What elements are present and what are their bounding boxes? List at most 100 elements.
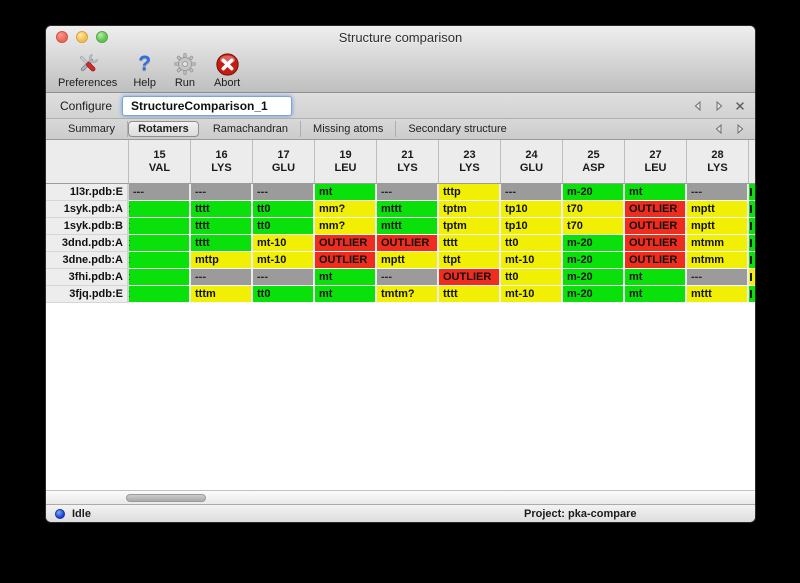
scrollbar-thumb[interactable] bbox=[126, 494, 206, 502]
rotamer-cell[interactable]: tt0 bbox=[253, 286, 315, 303]
configure-name-input[interactable] bbox=[122, 95, 293, 116]
rotamer-cell[interactable]: t70 bbox=[563, 218, 625, 235]
tab-summary[interactable]: Summary bbox=[56, 121, 129, 137]
rotamer-cell[interactable]: m-20 bbox=[563, 235, 625, 252]
rotamer-cell[interactable]: mtmm bbox=[687, 235, 749, 252]
rotamer-cell[interactable]: t bbox=[129, 235, 191, 252]
rotamer-cell[interactable]: tttp bbox=[439, 184, 501, 201]
rotamer-cell[interactable]: mt bbox=[625, 269, 687, 286]
help-button[interactable]: ? Help bbox=[133, 51, 156, 89]
rotamer-cell[interactable]: --- bbox=[377, 184, 439, 201]
next-tab-button[interactable] bbox=[733, 122, 747, 136]
rotamer-cell[interactable]: mt-10 bbox=[253, 252, 315, 269]
rotamer-cell-partial[interactable] bbox=[749, 184, 755, 201]
rotamer-cell-partial[interactable] bbox=[749, 252, 755, 269]
rotamer-cell[interactable]: m-20 bbox=[563, 286, 625, 303]
rotamer-cell[interactable]: OUTLIER bbox=[377, 235, 439, 252]
rotamer-cell[interactable]: tt0 bbox=[253, 201, 315, 218]
rotamer-cell[interactable]: OUTLIER bbox=[625, 252, 687, 269]
rotamer-cell[interactable]: t bbox=[129, 201, 191, 218]
rotamer-cell[interactable]: mm? bbox=[315, 218, 377, 235]
tab-missing-atoms[interactable]: Missing atoms bbox=[301, 121, 397, 137]
rotamer-cell[interactable]: OUTLIER bbox=[625, 201, 687, 218]
rotamer-cell[interactable]: tptm bbox=[439, 201, 501, 218]
rotamer-cell[interactable]: tttt bbox=[439, 235, 501, 252]
rotamer-table: 15 VAL 16 LYS 17 GLU 19 LEU 21 LYS 23 LYS 24 GLU 25 ASP… bbox=[46, 140, 755, 303]
zoom-window-button[interactable] bbox=[96, 31, 108, 43]
rotamer-cell[interactable]: tt0 bbox=[501, 269, 563, 286]
rotamer-cell[interactable]: mttt bbox=[377, 201, 439, 218]
rotamer-cell[interactable]: m-20 bbox=[563, 252, 625, 269]
rotamer-cell[interactable]: OUTLIER bbox=[439, 269, 501, 286]
horizontal-scrollbar[interactable] bbox=[46, 490, 755, 504]
rotamer-cell[interactable]: --- bbox=[191, 184, 253, 201]
rotamer-cell[interactable]: --- bbox=[253, 184, 315, 201]
rotamer-cell[interactable]: --- bbox=[253, 269, 315, 286]
rotamer-cell[interactable]: mt-10 bbox=[253, 235, 315, 252]
abort-button[interactable]: Abort bbox=[214, 51, 240, 89]
minimize-window-button[interactable] bbox=[76, 31, 88, 43]
rotamer-cell[interactable]: t70 bbox=[563, 201, 625, 218]
rotamer-cell[interactable]: tp10 bbox=[501, 201, 563, 218]
rotamer-cell[interactable]: OUTLIER bbox=[315, 252, 377, 269]
rotamer-cell[interactable]: t bbox=[129, 269, 191, 286]
rotamer-cell-partial[interactable] bbox=[749, 218, 755, 235]
rotamer-cell[interactable]: tttt bbox=[439, 286, 501, 303]
rotamer-cell[interactable]: mt bbox=[315, 269, 377, 286]
rotamer-cell[interactable]: OUTLIER bbox=[315, 235, 377, 252]
rotamer-cell[interactable]: mttt bbox=[377, 218, 439, 235]
rotamer-cell[interactable]: m-20 bbox=[563, 269, 625, 286]
rotamer-cell[interactable]: tmtm? bbox=[377, 286, 439, 303]
previous-configuration-button[interactable] bbox=[691, 99, 705, 113]
rotamer-cell[interactable]: tptm bbox=[439, 218, 501, 235]
rotamer-cell[interactable]: --- bbox=[501, 184, 563, 201]
next-configuration-button[interactable] bbox=[712, 99, 726, 113]
rotamer-cell[interactable]: mptt bbox=[687, 218, 749, 235]
rotamer-cell[interactable]: OUTLIER bbox=[625, 218, 687, 235]
rotamer-cell[interactable]: mt bbox=[315, 286, 377, 303]
tab-ramachandran[interactable]: Ramachandran bbox=[201, 121, 302, 137]
rotamer-cell[interactable]: mt-10 bbox=[501, 252, 563, 269]
rotamer-cell[interactable]: mttp bbox=[191, 252, 253, 269]
rotamer-cell-partial[interactable] bbox=[749, 235, 755, 252]
rotamer-cell[interactable]: m-20 bbox=[563, 184, 625, 201]
rotamer-cell[interactable]: tp10 bbox=[501, 218, 563, 235]
tools-icon bbox=[75, 51, 101, 77]
rotamer-cell[interactable]: tt0 bbox=[501, 235, 563, 252]
rotamer-cell[interactable]: tttm bbox=[191, 286, 253, 303]
rotamer-cell[interactable]: mt bbox=[315, 184, 377, 201]
rotamer-cell[interactable]: tttt bbox=[191, 218, 253, 235]
tab-secondary-structure[interactable]: Secondary structure bbox=[408, 123, 507, 135]
rotamer-cell[interactable]: t bbox=[129, 218, 191, 235]
rotamer-cell[interactable]: tttt bbox=[191, 235, 253, 252]
run-button[interactable]: Run bbox=[172, 51, 198, 89]
rotamer-cell[interactable]: --- bbox=[687, 184, 749, 201]
preferences-button[interactable]: Preferences bbox=[58, 51, 117, 89]
rotamer-cell-partial[interactable] bbox=[749, 286, 755, 303]
rotamer-cell[interactable]: mttt bbox=[687, 286, 749, 303]
rotamer-cell-partial[interactable] bbox=[749, 269, 755, 286]
rotamer-cell[interactable]: mptt bbox=[687, 201, 749, 218]
previous-tab-button[interactable] bbox=[712, 122, 726, 136]
rotamer-cell[interactable]: --- bbox=[191, 269, 253, 286]
close-window-button[interactable] bbox=[56, 31, 68, 43]
status-indicator-icon bbox=[55, 508, 65, 519]
tab-rotamers[interactable]: Rotamers bbox=[128, 121, 199, 137]
rotamer-cell[interactable]: tttt bbox=[191, 201, 253, 218]
rotamer-cell[interactable]: --- bbox=[377, 269, 439, 286]
rotamer-cell[interactable]: tt0 bbox=[253, 218, 315, 235]
rotamer-cell[interactable]: t bbox=[129, 252, 191, 269]
rotamer-cell[interactable]: mm? bbox=[315, 201, 377, 218]
rotamer-cell[interactable]: mt-10 bbox=[501, 286, 563, 303]
rotamer-cell[interactable]: mtmm bbox=[687, 252, 749, 269]
close-configuration-icon[interactable] bbox=[733, 99, 747, 113]
rotamer-cell[interactable]: mptt bbox=[377, 252, 439, 269]
rotamer-cell[interactable]: OUTLIER bbox=[625, 235, 687, 252]
rotamer-cell[interactable]: mt bbox=[625, 286, 687, 303]
rotamer-cell[interactable]: mt bbox=[625, 184, 687, 201]
rotamer-cell[interactable]: t bbox=[129, 286, 191, 303]
rotamer-cell[interactable]: --- bbox=[687, 269, 749, 286]
rotamer-cell[interactable]: --- bbox=[129, 184, 191, 201]
rotamer-cell-partial[interactable] bbox=[749, 201, 755, 218]
rotamer-cell[interactable]: ttpt bbox=[439, 252, 501, 269]
